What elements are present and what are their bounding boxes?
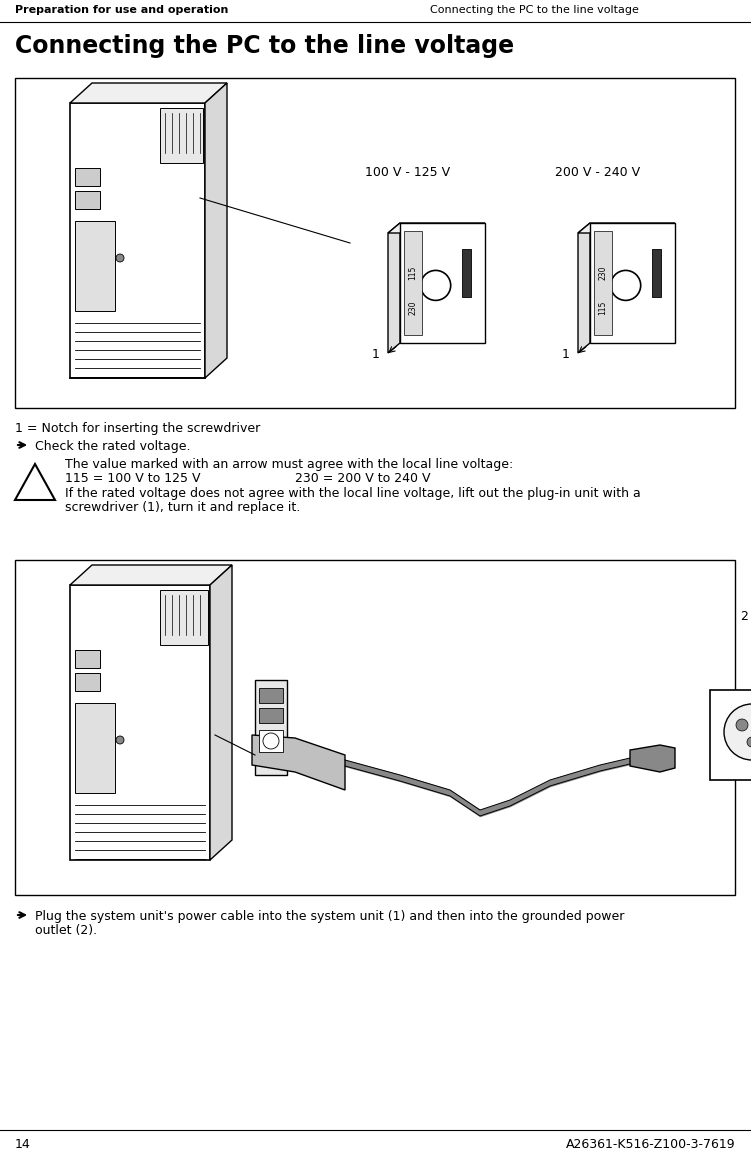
Circle shape — [116, 736, 124, 744]
Bar — [75, 650, 100, 668]
Text: Connecting the PC to the line voltage: Connecting the PC to the line voltage — [430, 5, 639, 15]
Polygon shape — [205, 83, 227, 378]
Text: 230 = 200 V to 240 V: 230 = 200 V to 240 V — [295, 472, 430, 485]
Bar — [75, 191, 100, 209]
Text: 230: 230 — [599, 266, 608, 281]
Text: 115: 115 — [409, 266, 418, 281]
Text: If the rated voltage does not agree with the local line voltage, lift out the pl: If the rated voltage does not agree with… — [65, 487, 641, 500]
Bar — [259, 688, 283, 703]
Text: 14: 14 — [15, 1138, 31, 1152]
Bar — [404, 231, 422, 335]
Circle shape — [747, 737, 751, 747]
Text: 0: 0 — [621, 278, 630, 292]
Bar — [400, 223, 485, 343]
Text: outlet (2).: outlet (2). — [35, 924, 97, 937]
Circle shape — [724, 705, 751, 760]
Text: The value marked with an arrow must agree with the local line voltage:: The value marked with an arrow must agre… — [65, 459, 513, 471]
Text: Check the rated voltage.: Check the rated voltage. — [35, 440, 191, 453]
Text: 200 V - 240 V: 200 V - 240 V — [555, 166, 640, 179]
Bar — [75, 221, 115, 311]
Circle shape — [611, 270, 641, 300]
Circle shape — [263, 733, 279, 748]
Polygon shape — [15, 464, 55, 500]
Polygon shape — [70, 83, 227, 103]
Text: screwdriver (1), turn it and replace it.: screwdriver (1), turn it and replace it. — [65, 501, 300, 514]
Bar — [15, 79, 735, 408]
Bar — [259, 730, 283, 752]
Polygon shape — [70, 565, 232, 584]
Bar — [463, 249, 472, 297]
Circle shape — [736, 720, 748, 731]
Bar — [653, 249, 662, 297]
Bar — [70, 103, 205, 378]
Text: 115: 115 — [599, 300, 608, 315]
Text: 1: 1 — [562, 348, 570, 362]
Bar — [590, 223, 675, 343]
Text: 1: 1 — [290, 755, 298, 768]
Polygon shape — [578, 223, 675, 233]
Circle shape — [116, 254, 124, 262]
Bar — [15, 560, 735, 895]
Bar — [710, 690, 751, 780]
Polygon shape — [210, 565, 232, 860]
Polygon shape — [388, 223, 485, 233]
Polygon shape — [578, 223, 590, 353]
Bar — [75, 167, 100, 186]
Bar — [259, 708, 283, 723]
Text: 230: 230 — [409, 300, 418, 315]
Bar — [255, 680, 287, 775]
Polygon shape — [630, 745, 675, 772]
Polygon shape — [388, 223, 400, 353]
Text: 0: 0 — [431, 278, 440, 292]
Bar — [160, 590, 208, 644]
Polygon shape — [252, 735, 345, 790]
Text: !: ! — [32, 480, 38, 495]
Text: 115 = 100 V to 125 V: 115 = 100 V to 125 V — [65, 472, 201, 485]
Bar — [160, 109, 203, 163]
Text: 1: 1 — [372, 348, 380, 362]
Text: Plug the system unit's power cable into the system unit (1) and then into the gr: Plug the system unit's power cable into … — [35, 910, 624, 923]
Text: Preparation for use and operation: Preparation for use and operation — [15, 5, 228, 15]
Text: Connecting the PC to the line voltage: Connecting the PC to the line voltage — [15, 33, 514, 58]
Bar — [70, 584, 210, 860]
Bar — [75, 703, 115, 793]
Circle shape — [421, 270, 451, 300]
Bar — [75, 673, 100, 691]
Text: A26361-K516-Z100-3-7619: A26361-K516-Z100-3-7619 — [566, 1138, 736, 1152]
Text: 100 V - 125 V: 100 V - 125 V — [365, 166, 450, 179]
Bar — [594, 231, 612, 335]
Text: 1 = Notch for inserting the screwdriver: 1 = Notch for inserting the screwdriver — [15, 422, 261, 435]
Text: 2: 2 — [740, 610, 748, 623]
